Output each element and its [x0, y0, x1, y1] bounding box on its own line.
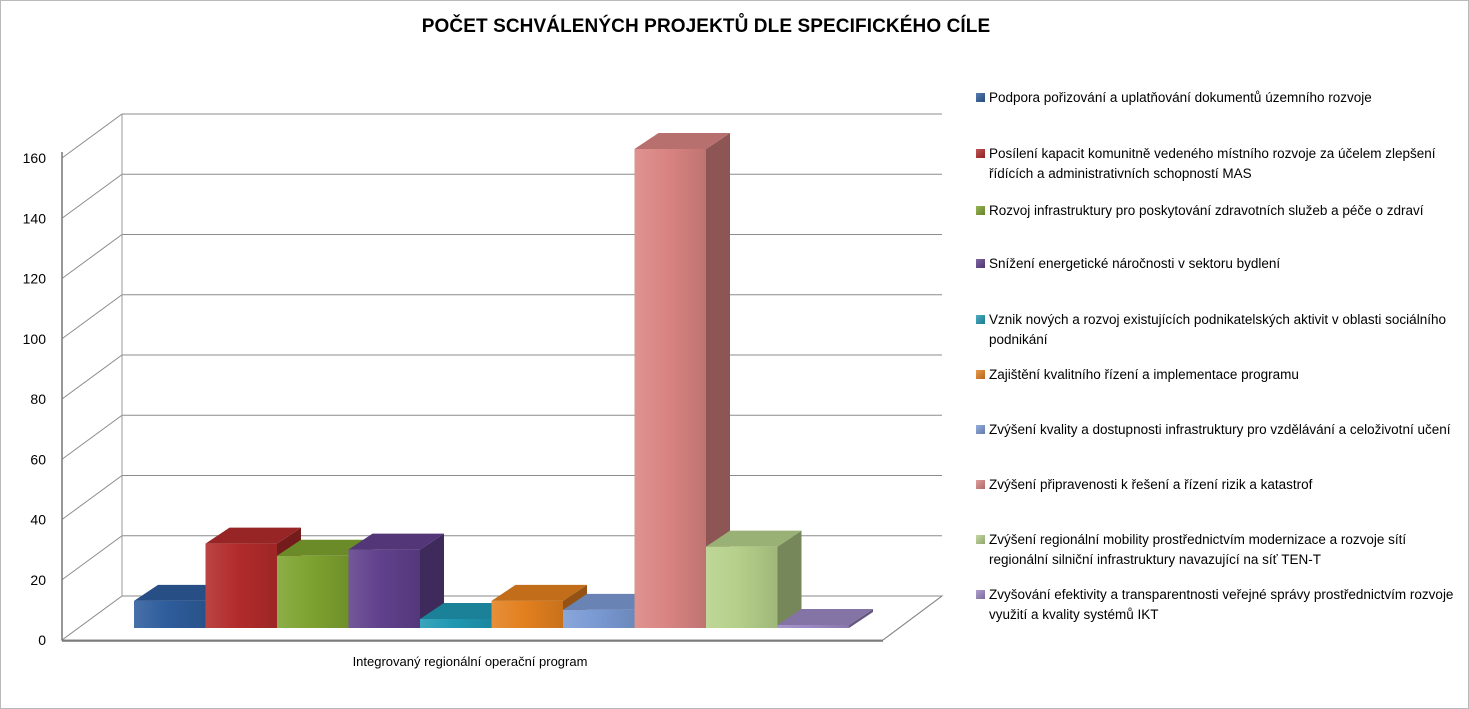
- y-tick-label: 40: [30, 512, 46, 528]
- bar-6: [491, 584, 587, 628]
- bar-front: [277, 555, 349, 628]
- bar-front: [134, 600, 206, 628]
- bar-front: [491, 600, 563, 628]
- legend-label: Zvýšení kvality a dostupnosti infrastruk…: [989, 422, 1451, 437]
- bar-side: [849, 608, 873, 628]
- legend-item: Podpora pořizování a uplatňování dokumen…: [976, 88, 1372, 108]
- legend-swatch: [976, 315, 985, 324]
- bar-front: [777, 624, 849, 628]
- gridline: [61, 354, 942, 400]
- bar-front: [634, 149, 706, 628]
- y-tick-label: 80: [30, 391, 46, 407]
- legend-swatch: [976, 535, 985, 544]
- legend-item: Vznik nových a rozvoj existujících podni…: [976, 310, 1462, 350]
- legend-swatch: [976, 149, 985, 158]
- y-tick-label: 20: [30, 572, 46, 588]
- bar-top: [634, 133, 730, 150]
- y-tick-label: 0: [38, 632, 46, 648]
- legend-label: Zajištění kvalitního řízení a implementa…: [989, 367, 1299, 382]
- legend-label: Posílení kapacit komunitně vedeného míst…: [989, 146, 1436, 181]
- bar-top: [205, 527, 301, 544]
- legend-label: Rozvoj infrastruktury pro poskytování zd…: [989, 203, 1424, 218]
- bar-front: [205, 543, 277, 628]
- floor-right-edge: [882, 595, 943, 641]
- legend-swatch: [976, 259, 985, 268]
- legend-item: Snížení energetické náročnosti v sektoru…: [976, 254, 1280, 274]
- bar-4: [348, 533, 444, 628]
- bar-top: [348, 533, 444, 550]
- gridline: [61, 173, 942, 219]
- y-tick-label: 140: [23, 210, 47, 226]
- legend-label: Vznik nových a rozvoj existujících podni…: [989, 312, 1446, 347]
- legend-label: Zvýšení připravenosti k řešení a řízení …: [989, 477, 1313, 492]
- x-category-label: Integrovaný regionální operační program: [353, 654, 588, 669]
- bar-front: [563, 609, 635, 628]
- legend-swatch: [976, 590, 985, 599]
- y-tick-label: 120: [23, 271, 47, 287]
- legend-item: Zvyšování efektivity a transparentnosti …: [976, 585, 1462, 625]
- legend-swatch: [976, 425, 985, 434]
- legend-swatch: [976, 370, 985, 379]
- bar-top: [491, 584, 587, 601]
- legend-item: Zajištění kvalitního řízení a implementa…: [976, 365, 1299, 385]
- y-tick-label: 60: [30, 451, 46, 467]
- legend-item: Rozvoj infrastruktury pro poskytování zd…: [976, 201, 1423, 221]
- legend-swatch: [976, 206, 985, 215]
- gridline: [61, 113, 942, 159]
- bar-front: [706, 546, 778, 628]
- legend-item: Posílení kapacit komunitně vedeného míst…: [976, 144, 1462, 184]
- bar-side: [777, 530, 802, 628]
- legend-label: Zvýšení regionální mobility prostřednict…: [989, 532, 1407, 567]
- bar-9: [706, 530, 802, 628]
- legend-swatch: [976, 480, 985, 489]
- gridline: [61, 294, 942, 340]
- gridline: [61, 535, 942, 581]
- legend-swatch: [976, 93, 985, 102]
- bar-side: [706, 133, 730, 628]
- y-tick-label: 100: [23, 331, 47, 347]
- bar-front: [348, 549, 420, 628]
- legend-item: Zvýšení kvality a dostupnosti infrastruk…: [976, 420, 1450, 440]
- gridline: [61, 234, 942, 279]
- legend-label: Podpora pořizování a uplatňování dokumen…: [989, 90, 1372, 105]
- bar-side: [420, 533, 444, 628]
- bar-8: [634, 133, 730, 628]
- gridline: [61, 475, 942, 520]
- gridline: [61, 414, 942, 460]
- legend-item: Zvýšení regionální mobility prostřednict…: [976, 530, 1462, 570]
- legend-item: Zvýšení připravenosti k řešení a řízení …: [976, 475, 1312, 495]
- y-tick-label: 160: [23, 150, 47, 166]
- bar-top: [706, 530, 802, 547]
- bar-front: [420, 618, 492, 628]
- bar-10: [777, 608, 873, 628]
- legend-label: Zvyšování efektivity a transparentnosti …: [989, 587, 1454, 622]
- legend-label: Snížení energetické náročnosti v sektoru…: [989, 256, 1281, 271]
- chart-title: POČET SCHVÁLENÝCH PROJEKTŮ DLE SPECIFICK…: [421, 16, 991, 37]
- bar-top: [777, 608, 873, 625]
